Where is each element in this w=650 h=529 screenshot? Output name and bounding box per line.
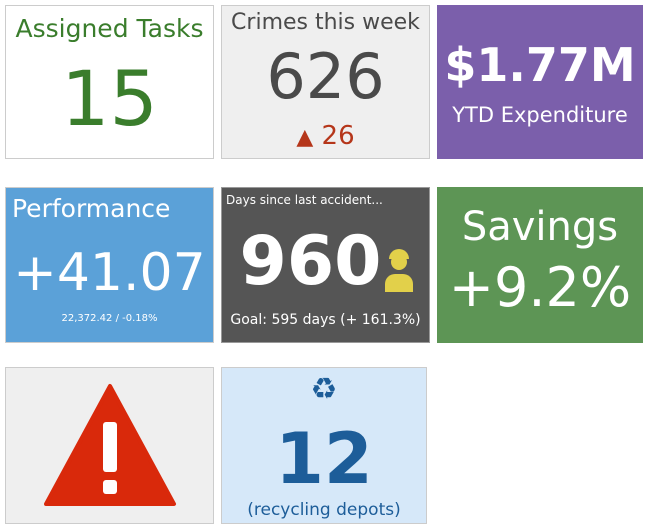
change-value: 26 [321,121,355,151]
triangle-up-icon: ▲ [296,125,314,150]
card-value: 626 [266,40,385,113]
card-title: Crimes this week [231,10,420,35]
card-title: Days since last accident... [226,193,383,207]
card-title: Assigned Tasks [15,14,204,43]
performance-card: Performance +41.07 22,372.42 / -0.18% [5,187,214,343]
expenditure-card: $1.77M YTD Expenditure [437,5,643,159]
card-title: Performance [12,194,171,223]
savings-card: Savings +9.2% [437,187,643,343]
recycling-card: ♻ 12 (recycling depots) [221,367,427,524]
card-subtitle: Goal: 595 days (+ 161.3%) [230,312,421,328]
worker-icon [385,249,413,292]
card-value: $1.77M [444,38,636,92]
card-subtitle: YTD Expenditure [452,103,628,127]
assigned-tasks-card: Assigned Tasks 15 [5,5,214,159]
card-subtitle: 22,372.42 / -0.18% [61,313,158,324]
card-subtitle: (recycling depots) [247,500,401,520]
card-value: 12 [275,418,373,500]
recycle-icon: ♻ [310,372,338,407]
warning-card [5,367,214,524]
change-row: ▲ 26 [222,121,429,151]
card-value: +41.07 [13,243,206,303]
days-since-accident-card: Days since last accident... 960 Goal: 59… [221,187,430,343]
card-title: Savings [461,204,619,250]
card-value: +9.2% [448,256,632,319]
warning-icon [44,384,176,506]
crimes-card: Crimes this week 626 ▲ 26 [221,5,430,159]
card-value: 960 [239,222,382,301]
card-value: 15 [61,54,158,143]
